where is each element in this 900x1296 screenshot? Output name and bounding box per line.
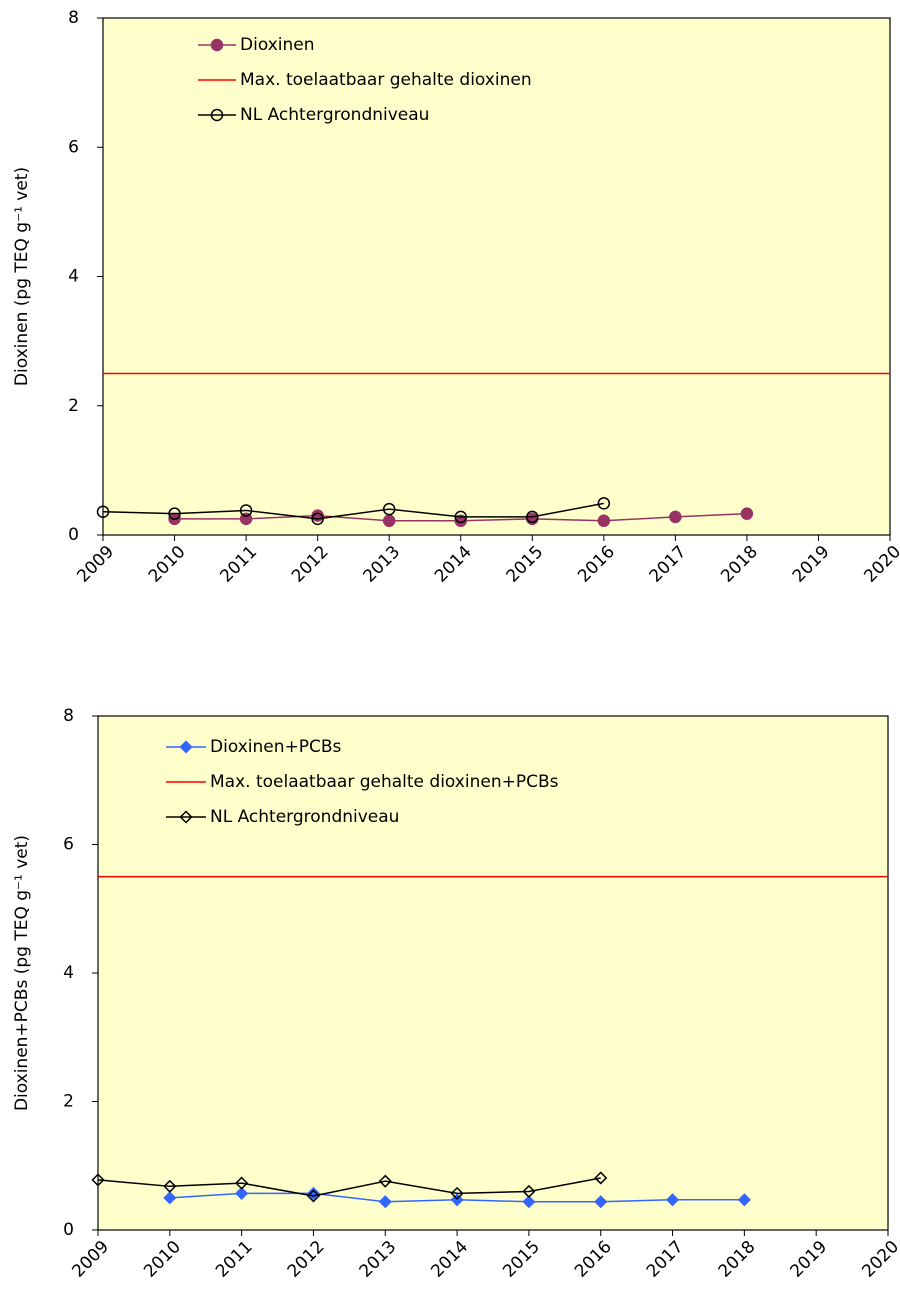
x-tick-label: 2010 [145,542,190,587]
y-tick-label: 4 [68,267,79,287]
legend-label: Max. toelaatbaar gehalte dioxinen [240,70,532,90]
data-point [163,1179,177,1193]
data-point [382,514,396,528]
data-point [665,1193,680,1207]
legend-label: NL Achtergrondniveau [210,807,399,827]
x-tick-label: 2017 [643,1237,688,1282]
data-point [382,502,396,516]
x-tick-label: 2009 [68,1237,113,1282]
data-point [454,514,467,528]
data-point [378,1174,392,1188]
data-point [163,1191,177,1205]
x-tick-label: 2012 [284,1237,329,1282]
data-point [450,1186,464,1200]
legend-marker [210,108,224,122]
data-point [311,512,324,526]
x-tick-label: 2013 [360,542,405,587]
data-point [594,1171,608,1185]
x-tick-label: 2009 [73,542,118,587]
legend-label: NL Achtergrondniveau [240,105,429,125]
y-axis-label: Dioxinen (pg TEQ g⁻¹ vet) [12,167,32,386]
series-line [97,1177,601,1197]
x-tick-label: 2016 [571,1237,616,1282]
x-tick-label: 2018 [717,542,762,587]
data-point [526,510,539,524]
data-point [96,505,110,518]
x-tick-label: 2012 [288,542,333,587]
data-point [669,510,682,524]
data-point [239,512,253,526]
data-point [239,504,253,517]
x-tick-label: 2019 [787,1237,832,1282]
data-point [306,1189,321,1203]
data-point [168,507,181,520]
x-tick-label: 2020 [858,1237,900,1282]
x-tick-label: 2014 [427,1237,472,1282]
legend-marker [179,740,193,754]
data-point [594,1195,608,1209]
y-tick-label: 6 [63,835,74,855]
y-tick-label: 0 [63,1220,74,1240]
data-point [235,1176,249,1190]
y-tick-label: 2 [63,1092,74,1112]
y-tick-label: 8 [63,706,74,726]
y-tick-label: 2 [68,396,79,416]
data-point [91,1173,105,1187]
data-point [454,510,467,524]
data-point [378,1195,392,1209]
y-tick-label: 8 [68,8,79,28]
x-tick-label: 2016 [574,542,619,587]
data-point [740,507,754,520]
data-point [597,514,611,528]
data-point [522,1195,536,1209]
x-tick-label: 2020 [860,542,900,587]
x-tick-label: 2017 [646,542,691,587]
y-tick-label: 6 [68,137,79,157]
data-point [522,1184,536,1199]
x-tick-label: 2011 [212,1237,257,1282]
x-tick-label: 2011 [216,542,261,587]
x-tick-label: 2015 [499,1237,544,1282]
x-tick-label: 2015 [503,542,548,587]
y-axis-label: Dioxinen+PCBs (pg TEQ g⁻¹ vet) [12,835,32,1111]
data-point [235,1186,249,1200]
x-tick-label: 2018 [715,1237,760,1282]
y-tick-label: 0 [68,525,79,545]
data-point [737,1193,751,1207]
legend-marker [210,38,224,52]
y-tick-label: 4 [63,963,74,983]
x-tick-label: 2019 [789,542,834,587]
series-line [102,502,604,520]
data-point [306,1186,321,1200]
data-point [597,497,611,510]
plot-area [97,715,889,1231]
x-tick-label: 2010 [140,1237,185,1282]
legend-label: Dioxinen [240,35,314,55]
x-tick-label: 2013 [356,1237,401,1282]
legend-marker [179,810,193,824]
plot-area [102,17,891,536]
legend-label: Max. toelaatbaar gehalte dioxinen+PCBs [210,772,559,792]
legend-label: Dioxinen+PCBs [210,737,342,757]
x-tick-label: 2014 [431,542,476,587]
